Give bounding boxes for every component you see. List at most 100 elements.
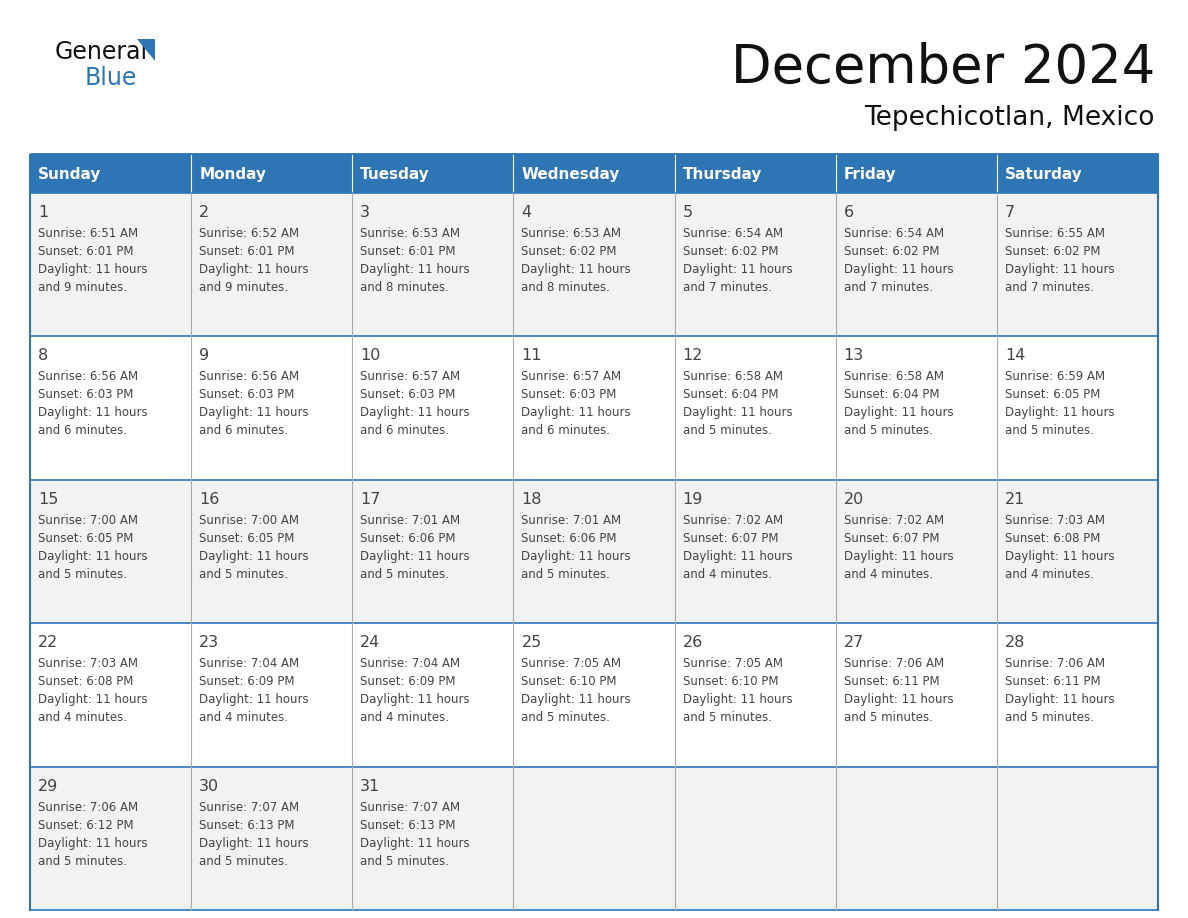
Bar	[513, 155, 675, 193]
Text: and 5 minutes.: and 5 minutes.	[522, 568, 611, 581]
Text: Sunset: 6:11 PM: Sunset: 6:11 PM	[843, 676, 940, 688]
Text: Sunset: 6:02 PM: Sunset: 6:02 PM	[843, 245, 940, 258]
Bar	[675, 767, 835, 910]
Text: Sunrise: 7:03 AM: Sunrise: 7:03 AM	[1005, 514, 1105, 527]
Text: Sunrise: 7:07 AM: Sunrise: 7:07 AM	[360, 800, 461, 813]
Text: Sunrise: 6:58 AM: Sunrise: 6:58 AM	[683, 370, 783, 384]
Text: Sunset: 6:08 PM: Sunset: 6:08 PM	[38, 676, 133, 688]
Text: 25: 25	[522, 635, 542, 650]
Bar	[30, 767, 191, 910]
Text: Daylight: 11 hours: Daylight: 11 hours	[522, 263, 631, 276]
Text: December 2024: December 2024	[731, 42, 1155, 94]
Bar	[353, 155, 513, 193]
Text: Daylight: 11 hours: Daylight: 11 hours	[522, 407, 631, 420]
Bar	[675, 193, 835, 336]
Text: Sunrise: 7:07 AM: Sunrise: 7:07 AM	[200, 800, 299, 813]
Bar	[997, 480, 1158, 623]
Bar	[513, 480, 675, 623]
Text: and 5 minutes.: and 5 minutes.	[1005, 711, 1094, 724]
Text: Sunrise: 7:06 AM: Sunrise: 7:06 AM	[1005, 657, 1105, 670]
Text: Sunrise: 6:54 AM: Sunrise: 6:54 AM	[843, 227, 943, 240]
Text: Daylight: 11 hours: Daylight: 11 hours	[38, 836, 147, 849]
Text: Sunrise: 6:56 AM: Sunrise: 6:56 AM	[38, 370, 138, 384]
Text: Daylight: 11 hours: Daylight: 11 hours	[360, 263, 470, 276]
Text: 19: 19	[683, 492, 703, 507]
Text: 31: 31	[360, 778, 380, 793]
Text: Sunrise: 6:57 AM: Sunrise: 6:57 AM	[522, 370, 621, 384]
Bar	[30, 480, 191, 623]
Text: 5: 5	[683, 205, 693, 220]
Bar	[997, 193, 1158, 336]
Text: Sunset: 6:03 PM: Sunset: 6:03 PM	[38, 388, 133, 401]
Text: 16: 16	[200, 492, 220, 507]
Text: and 6 minutes.: and 6 minutes.	[360, 424, 449, 437]
Text: Daylight: 11 hours: Daylight: 11 hours	[683, 407, 792, 420]
Polygon shape	[137, 39, 154, 61]
Text: Sunrise: 7:01 AM: Sunrise: 7:01 AM	[360, 514, 461, 527]
Text: Tuesday: Tuesday	[360, 166, 430, 182]
Text: Wednesday: Wednesday	[522, 166, 620, 182]
Bar	[835, 623, 997, 767]
Text: and 6 minutes.: and 6 minutes.	[200, 424, 289, 437]
Bar	[835, 155, 997, 193]
Text: and 5 minutes.: and 5 minutes.	[683, 711, 771, 724]
Text: Sunset: 6:06 PM: Sunset: 6:06 PM	[522, 532, 617, 544]
Text: 1: 1	[38, 205, 49, 220]
Text: and 5 minutes.: and 5 minutes.	[683, 424, 771, 437]
Text: and 4 minutes.: and 4 minutes.	[360, 711, 449, 724]
Text: Sunrise: 7:06 AM: Sunrise: 7:06 AM	[843, 657, 943, 670]
Text: Daylight: 11 hours: Daylight: 11 hours	[360, 550, 470, 563]
Bar	[513, 193, 675, 336]
Text: Sunset: 6:13 PM: Sunset: 6:13 PM	[200, 819, 295, 832]
Bar	[835, 336, 997, 480]
Bar	[30, 155, 191, 193]
Text: 13: 13	[843, 349, 864, 364]
Text: Daylight: 11 hours: Daylight: 11 hours	[843, 263, 953, 276]
Text: Sunset: 6:01 PM: Sunset: 6:01 PM	[38, 245, 133, 258]
Text: Daylight: 11 hours: Daylight: 11 hours	[200, 836, 309, 849]
Text: Daylight: 11 hours: Daylight: 11 hours	[38, 693, 147, 706]
Bar	[353, 767, 513, 910]
Text: Sunset: 6:06 PM: Sunset: 6:06 PM	[360, 532, 456, 544]
Bar	[30, 193, 191, 336]
Bar	[835, 193, 997, 336]
Text: Sunset: 6:12 PM: Sunset: 6:12 PM	[38, 819, 133, 832]
Text: and 4 minutes.: and 4 minutes.	[843, 568, 933, 581]
Text: Daylight: 11 hours: Daylight: 11 hours	[200, 693, 309, 706]
Text: Sunset: 6:07 PM: Sunset: 6:07 PM	[683, 532, 778, 544]
Text: 7: 7	[1005, 205, 1015, 220]
Text: and 8 minutes.: and 8 minutes.	[522, 281, 611, 294]
Text: Sunset: 6:04 PM: Sunset: 6:04 PM	[843, 388, 940, 401]
Text: 27: 27	[843, 635, 864, 650]
Text: Sunrise: 6:54 AM: Sunrise: 6:54 AM	[683, 227, 783, 240]
Text: and 9 minutes.: and 9 minutes.	[200, 281, 289, 294]
Text: Daylight: 11 hours: Daylight: 11 hours	[1005, 550, 1114, 563]
Text: 2: 2	[200, 205, 209, 220]
Text: Sunrise: 6:59 AM: Sunrise: 6:59 AM	[1005, 370, 1105, 384]
Text: 11: 11	[522, 349, 542, 364]
Text: 10: 10	[360, 349, 380, 364]
Bar	[191, 480, 353, 623]
Text: 4: 4	[522, 205, 531, 220]
Text: Sunrise: 7:06 AM: Sunrise: 7:06 AM	[38, 800, 138, 813]
Text: 30: 30	[200, 778, 220, 793]
Text: Sunrise: 7:00 AM: Sunrise: 7:00 AM	[200, 514, 299, 527]
Bar	[353, 480, 513, 623]
Bar	[835, 480, 997, 623]
Text: Daylight: 11 hours: Daylight: 11 hours	[522, 693, 631, 706]
Bar	[675, 336, 835, 480]
Bar	[997, 155, 1158, 193]
Text: Daylight: 11 hours: Daylight: 11 hours	[843, 550, 953, 563]
Text: and 7 minutes.: and 7 minutes.	[843, 281, 933, 294]
Text: Sunrise: 7:00 AM: Sunrise: 7:00 AM	[38, 514, 138, 527]
Text: Sunset: 6:05 PM: Sunset: 6:05 PM	[200, 532, 295, 544]
Text: Sunset: 6:05 PM: Sunset: 6:05 PM	[38, 532, 133, 544]
Text: and 5 minutes.: and 5 minutes.	[360, 568, 449, 581]
Text: Sunrise: 6:58 AM: Sunrise: 6:58 AM	[843, 370, 943, 384]
Text: and 5 minutes.: and 5 minutes.	[1005, 424, 1094, 437]
Text: 24: 24	[360, 635, 380, 650]
Bar	[513, 623, 675, 767]
Text: Sunrise: 7:02 AM: Sunrise: 7:02 AM	[843, 514, 943, 527]
Bar	[675, 623, 835, 767]
Text: 17: 17	[360, 492, 380, 507]
